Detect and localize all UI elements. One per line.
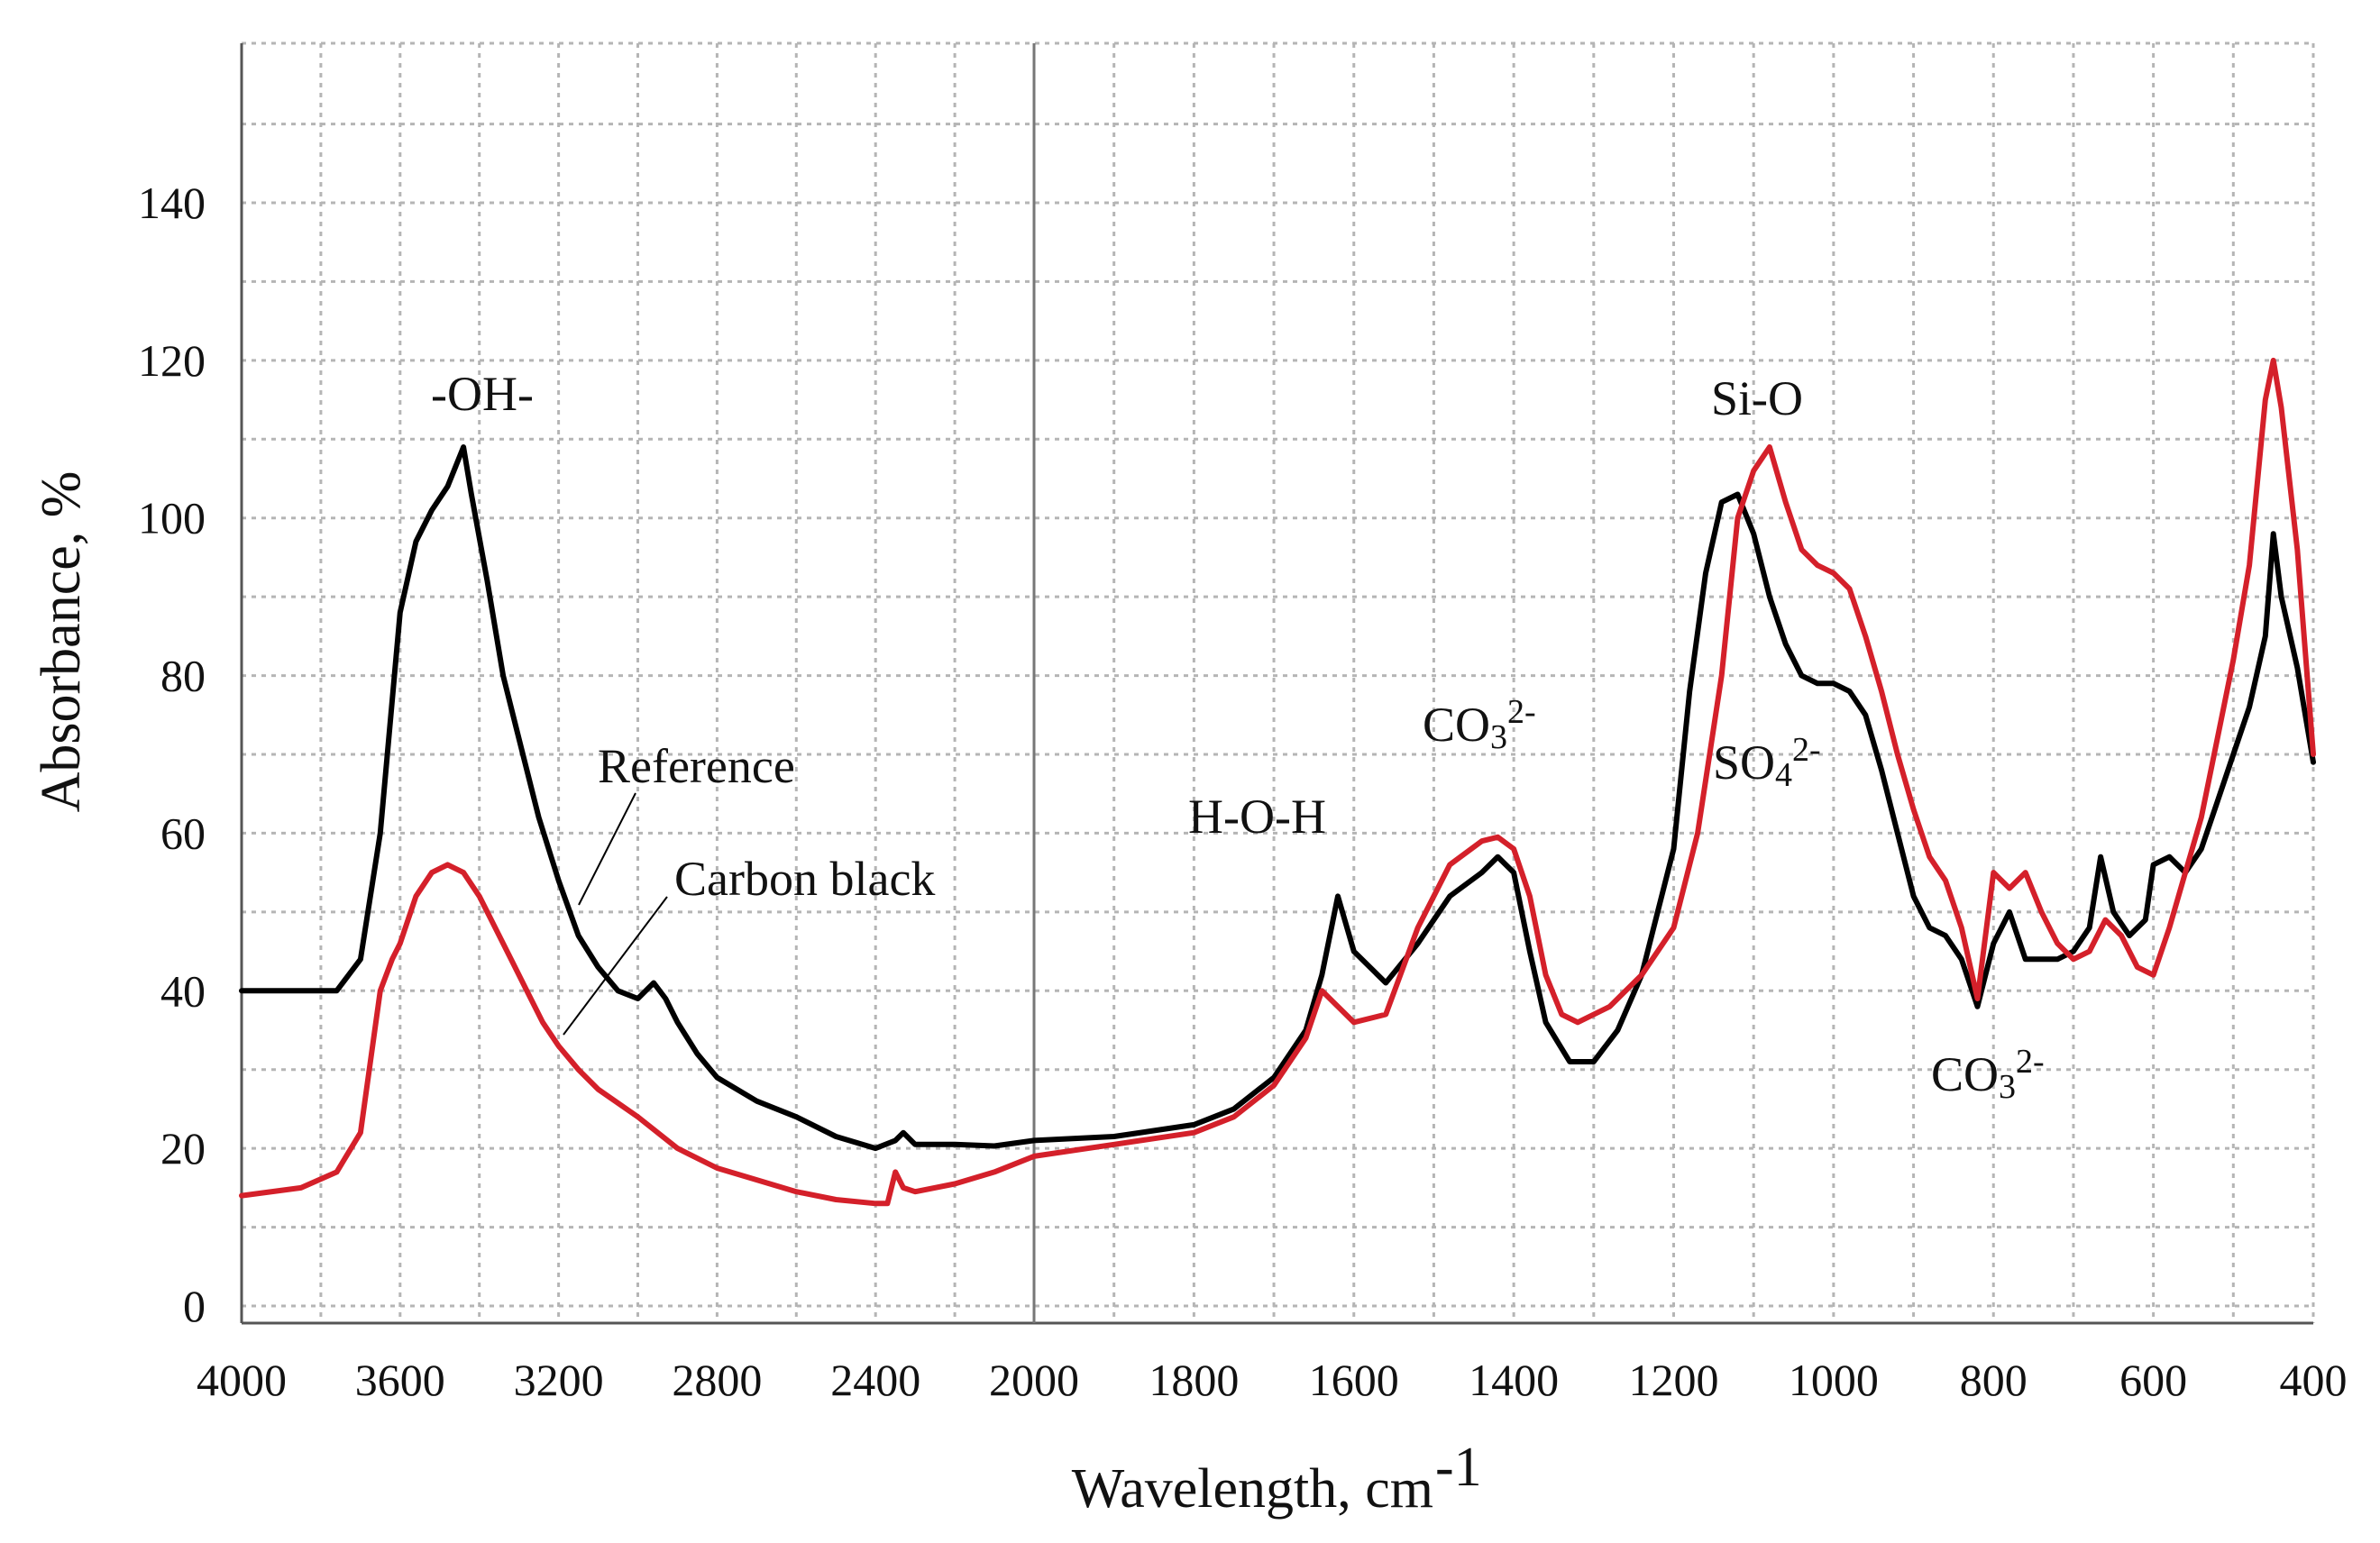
annotation-co3-lower-sup: 2- bbox=[2016, 1043, 2045, 1081]
x-tick-label: 2400 bbox=[830, 1355, 920, 1405]
x-tick-label: 1600 bbox=[1309, 1355, 1399, 1405]
annotation-co3-upper-base: CO bbox=[1423, 698, 1490, 752]
x-tick-label: 1200 bbox=[1629, 1355, 1719, 1405]
annotation-co3-upper: CO32- bbox=[1423, 693, 1536, 756]
y-tick-label: 60 bbox=[160, 808, 206, 858]
x-tick-label: 800 bbox=[1960, 1355, 2028, 1405]
y-tick-label: 140 bbox=[138, 178, 206, 228]
series-line-reference bbox=[239, 444, 2316, 1152]
y-tick-label: 40 bbox=[160, 965, 206, 1016]
x-tick-label: 2800 bbox=[672, 1355, 762, 1405]
annotation-so4-sub: 4 bbox=[1775, 756, 1792, 794]
annotation-co3-lower-sub: 3 bbox=[1999, 1068, 2016, 1106]
legend-label-reference: Reference bbox=[598, 739, 795, 793]
y-axis-title: Absorbance, % bbox=[31, 471, 92, 813]
annotation-co3-upper-sub: 3 bbox=[1490, 718, 1507, 756]
y-tick-labels: 0 20 40 60 80 100 120 140 bbox=[138, 178, 206, 1331]
x-tick-label: 1000 bbox=[1789, 1355, 1879, 1405]
x-axis-title-superscript: -1 bbox=[1435, 1437, 1482, 1498]
axes bbox=[240, 43, 2313, 1325]
annotation-oh: -OH- bbox=[431, 367, 534, 421]
x-tick-labels: 4000 3600 3200 2800 2400 2000 1800 1600 1400 1200… bbox=[197, 1355, 2348, 1405]
annotation-co3-upper-sup: 2- bbox=[1507, 693, 1536, 731]
x-tick-label: 3600 bbox=[355, 1355, 445, 1405]
series-lines bbox=[239, 357, 2316, 1207]
x-tick-label: 3200 bbox=[514, 1355, 604, 1405]
annotation-hoh: H-O-H bbox=[1188, 790, 1326, 844]
annotation-co3-lower: CO32- bbox=[1931, 1043, 2045, 1106]
annotation-sio: Si-O bbox=[1711, 371, 1803, 425]
legend-label-carbon-black: Carbon black bbox=[674, 852, 935, 906]
series-line-carbon-black bbox=[239, 357, 2316, 1207]
annotation-so4-base: SO bbox=[1713, 735, 1775, 790]
x-tick-label: 4000 bbox=[197, 1355, 287, 1405]
x-tick-label: 1800 bbox=[1149, 1355, 1239, 1405]
x-tick-label: 1400 bbox=[1469, 1355, 1559, 1405]
x-tick-label: 600 bbox=[2119, 1355, 2187, 1405]
legend-pointer-carbon-black bbox=[563, 896, 668, 1036]
y-tick-label: 0 bbox=[183, 1281, 206, 1331]
annotation-co3-lower-base: CO bbox=[1931, 1047, 1999, 1101]
annotation-so4: SO42- bbox=[1713, 731, 1821, 794]
x-tick-label: 2000 bbox=[989, 1355, 1079, 1405]
y-tick-label: 20 bbox=[160, 1123, 206, 1173]
x-axis-title: Wavelength, cm bbox=[1072, 1458, 1433, 1520]
y-tick-label: 120 bbox=[138, 335, 206, 386]
y-tick-label: 100 bbox=[138, 493, 206, 543]
y-tick-label: 80 bbox=[160, 651, 206, 701]
legend-pointer-reference bbox=[578, 792, 636, 906]
annotation-so4-sup: 2- bbox=[1792, 731, 1821, 769]
x-tick-label: 400 bbox=[2280, 1355, 2348, 1405]
